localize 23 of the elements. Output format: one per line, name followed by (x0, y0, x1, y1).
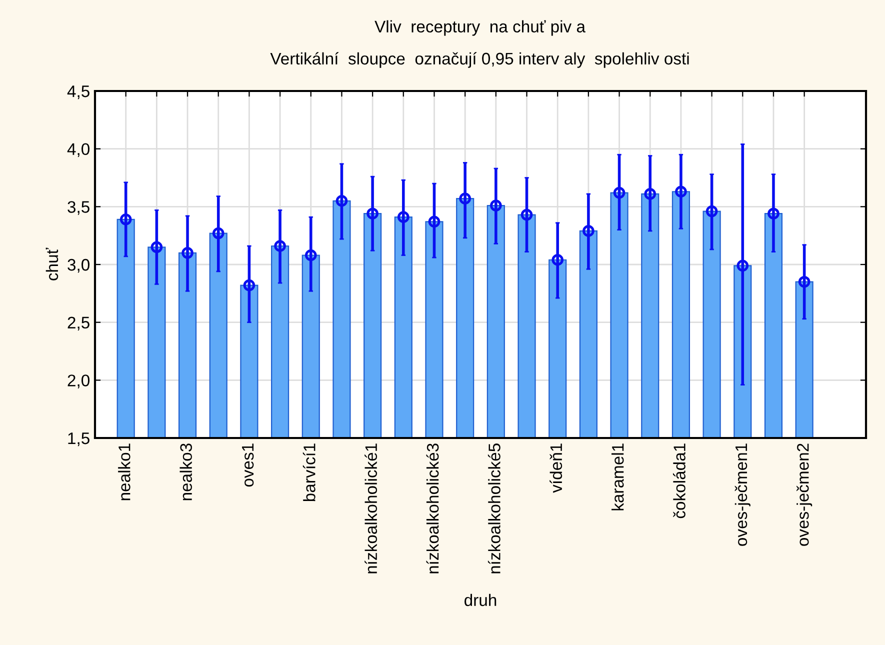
y-tick-label: 1,5 (68, 432, 90, 446)
x-tick-label: oves-ječmen1 (734, 444, 750, 546)
x-axis-title: druh (464, 594, 496, 606)
y-tick-label: 3,0 (68, 258, 90, 273)
x-tick-label: nízkoalkoholické1 (364, 444, 378, 574)
x-tick-label: nealko1 (118, 444, 130, 500)
x-tick-label: čokoláda1 (672, 444, 686, 518)
x-tick-label: nízkoalkoholické5 (488, 444, 500, 574)
y-axis-title: chuť (46, 248, 58, 280)
y-tick-label: 2,5 (68, 316, 90, 331)
chart-title: Vliv receptury na chuť piv a (374, 20, 586, 36)
x-tick-label: oves-ječmen2 (796, 444, 812, 546)
x-tick-label: karamel1 (612, 444, 624, 510)
y-tick-label: 4,0 (67, 143, 90, 158)
y-tick-label: 3,5 (68, 201, 90, 215)
x-tick-label: nealko3 (180, 444, 192, 500)
y-tick-label: 2,0 (68, 374, 90, 388)
chart-subtitle: Vertikální sloupce označují 0,95 interv aly spolehliv osti (270, 52, 689, 68)
x-tick-label: vídeň1 (550, 444, 562, 493)
x-tick-label: oves1 (242, 444, 254, 487)
x-tick-label: nízkoalkoholické3 (426, 444, 439, 574)
y-tick-label: 4,5 (67, 86, 90, 100)
x-tick-label: barvící1 (302, 444, 316, 502)
